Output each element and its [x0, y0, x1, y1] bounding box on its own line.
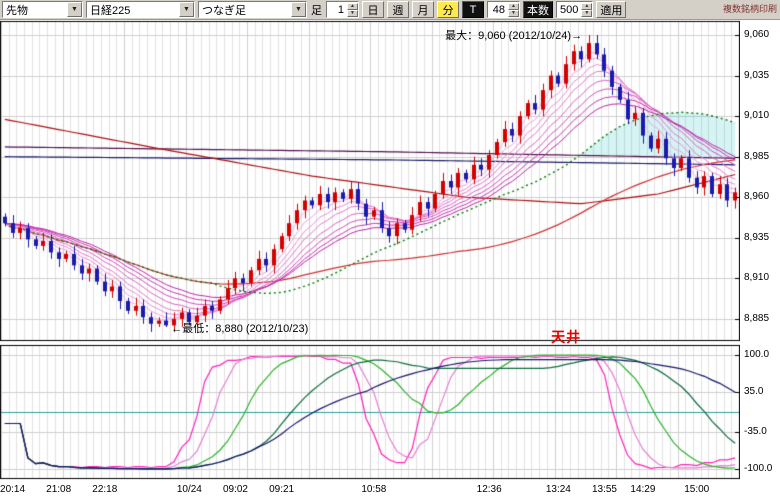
time-label: 12:36 [476, 484, 502, 495]
time-label: 13:24 [545, 484, 571, 495]
market-select-value: 先物 [6, 4, 28, 17]
spinner-arrows[interactable]: ▲ ▼ [347, 2, 358, 17]
spin-up-icon[interactable]: ▲ [347, 2, 358, 10]
month-button[interactable]: 月 [412, 1, 434, 18]
time-label: 20:14 [0, 484, 26, 495]
time-label: 09:21 [269, 484, 295, 495]
ceiling-annotation: 天井 [551, 329, 582, 345]
spin-down-icon[interactable]: ▼ [347, 9, 358, 17]
price-label: 8,960 [744, 191, 770, 203]
right-arrow-icon: → [571, 29, 583, 42]
time-label: 15:00 [684, 484, 710, 495]
toolbar: 先物 ▼ 日経225 ▼ つなぎ足 ▼ 足 1 ▲ ▼ 日 週 月 分 T 48 … [0, 0, 780, 20]
honsu-button[interactable]: 本数 [523, 1, 553, 18]
oscillator-label: 100.0 [744, 348, 770, 360]
spin-down-icon[interactable]: ▼ [581, 9, 593, 17]
week-button[interactable]: 週 [387, 1, 409, 18]
price-label: 9,060 [744, 28, 770, 40]
oscillator-label: 35.0 [744, 385, 764, 397]
time-label: 10:58 [361, 484, 387, 495]
time-label: 21:08 [46, 484, 72, 495]
price-label: 8,885 [744, 312, 770, 324]
time-label: 14:29 [630, 484, 656, 495]
spinner-arrows[interactable]: ▲ ▼ [508, 2, 519, 17]
market-select[interactable]: 先物 ▼ [2, 1, 83, 18]
time-label: 13:55 [591, 484, 617, 495]
oscillator-label: -100.0 [744, 463, 773, 475]
min-annotation: ←最低：8,880 (2012/10/23) [171, 320, 308, 336]
max-annotation-text: 最大：9,060 (2012/10/24) [445, 29, 572, 42]
dropdown-arrow-icon[interactable]: ▼ [291, 2, 306, 17]
spin-down-icon[interactable]: ▼ [508, 9, 519, 17]
interval-value: 1 [337, 3, 344, 16]
ashi-label: 足 [311, 4, 322, 17]
left-arrow-icon: ← [171, 323, 183, 336]
tick-button[interactable]: T [462, 1, 484, 18]
price-label: 8,985 [744, 150, 770, 162]
minute-button[interactable]: 分 [437, 1, 459, 18]
oscillator-label: -35.0 [744, 426, 767, 438]
interval-spinner[interactable]: 1 ▲ ▼ [326, 1, 359, 18]
price-label: 9,035 [744, 69, 770, 81]
corner-link[interactable]: 複数銘柄印刷 [722, 4, 777, 14]
chart-area[interactable]: 最大：9,060 (2012/10/24)→ ←最低：8,880 (2012/1… [0, 20, 780, 482]
time-label: 09:02 [222, 484, 248, 495]
symbol-select[interactable]: 日経225 ▼ [86, 1, 195, 18]
price-label: 8,935 [744, 231, 770, 243]
day-button[interactable]: 日 [362, 1, 384, 18]
dropdown-arrow-icon[interactable]: ▼ [179, 2, 194, 17]
price-label: 8,910 [744, 272, 770, 284]
price-label: 9,010 [744, 110, 770, 122]
dropdown-arrow-icon[interactable]: ▼ [67, 2, 82, 17]
spin-up-icon[interactable]: ▲ [581, 2, 593, 10]
charttype-select[interactable]: つなぎ足 ▼ [198, 1, 307, 18]
chart-canvas[interactable] [0, 20, 740, 480]
spin-up-icon[interactable]: ▲ [508, 2, 519, 10]
time-axis: 20:14 21:08 22:18 10/24 09:02 09:21 10:58 12:36… [0, 484, 745, 499]
apply-button[interactable]: 適用 [596, 1, 627, 18]
bars-value: 48 [492, 3, 505, 16]
count-value: 500 [560, 3, 579, 16]
charttype-select-value: つなぎ足 [202, 4, 246, 17]
time-label: 22:18 [92, 484, 118, 495]
count-spinner[interactable]: 500 ▲ ▼ [556, 1, 594, 18]
spinner-arrows[interactable]: ▲ ▼ [581, 2, 593, 17]
bars-spinner[interactable]: 48 ▲ ▼ [487, 1, 520, 18]
min-annotation-text: 最低：8,880 (2012/10/23) [182, 323, 309, 336]
max-annotation: 最大：9,060 (2012/10/24)→ [445, 27, 582, 43]
symbol-select-value: 日経225 [90, 4, 131, 17]
time-label: 10/24 [176, 484, 202, 495]
